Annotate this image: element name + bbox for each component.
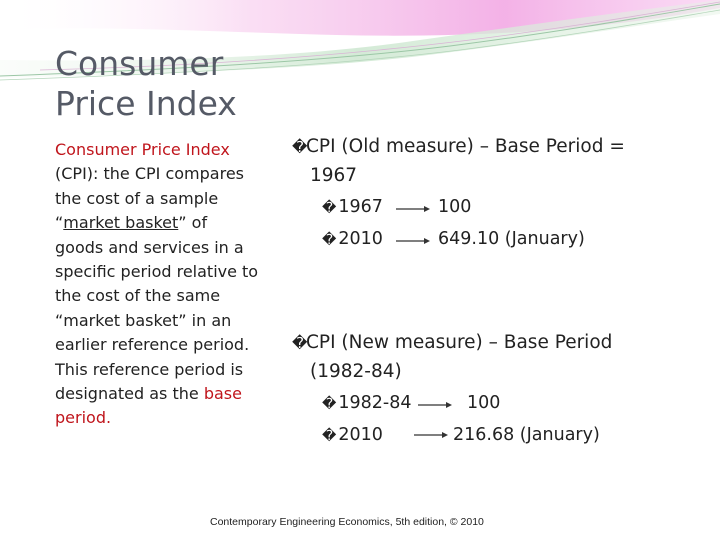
right-arrow-icon — [396, 206, 430, 212]
new-row-value: 216.68 (January) — [453, 425, 600, 445]
old-row-year: 1967 — [338, 197, 383, 217]
definition-line: This reference period is — [55, 359, 244, 379]
right-arrow-icon — [396, 238, 430, 244]
new-row-value: 100 — [467, 393, 501, 413]
bullet-icon: � — [322, 232, 337, 248]
slide-title-line-1: Consumer — [55, 44, 224, 83]
definition-line: earlier reference period. — [55, 335, 250, 355]
old-row-value: 649.10 (January) — [438, 229, 585, 249]
header-swoosh-decoration — [0, 0, 720, 81]
slide-title-line-2: Price Index — [55, 84, 237, 123]
definition-line: “market basket” in an — [55, 310, 232, 330]
right-arrow-icon — [414, 432, 448, 438]
new-measure-heading: �CPI (New measure) – Base Period — [292, 328, 612, 358]
new-row-year: 2010 — [338, 425, 383, 445]
bullet-icon: � — [322, 200, 337, 216]
bullet-icon: � — [292, 334, 308, 352]
old-measure-heading: �CPI (Old measure) – Base Period = — [292, 132, 625, 162]
definition-line: specific period relative to — [55, 262, 259, 282]
open-quote: “ — [55, 213, 64, 233]
definition-line: designated as the base — [55, 382, 280, 406]
old-row-value: 100 — [438, 197, 472, 217]
period-highlight: period. — [55, 408, 112, 428]
definition-line: (CPI): the CPI compares — [55, 164, 245, 184]
old-measure-line-1: CPI (Old measure) – Base Period = — [306, 136, 625, 157]
old-row-1967: � 1967 — [322, 197, 383, 217]
right-arrow-icon — [418, 402, 452, 408]
old-measure-heading-cont: 1967 — [310, 165, 358, 186]
new-measure-line-1: CPI (New measure) – Base Period — [306, 332, 613, 353]
definition-line: the cost of a sample — [55, 188, 219, 208]
new-measure-heading-cont: (1982-84) — [310, 361, 402, 382]
new-row-year: 1982-84 — [338, 393, 412, 413]
new-row-1982-84: � 1982-84 — [322, 393, 411, 413]
new-row-2010: � 2010 — [322, 425, 383, 445]
definition-line: the cost of the same — [55, 286, 221, 306]
bullet-icon: � — [322, 396, 337, 412]
footer-citation: Contemporary Engineering Economics, 5th … — [210, 516, 484, 528]
bullet-icon: � — [322, 428, 337, 444]
slide-title: Consumer Price Index — [55, 44, 237, 124]
base-highlight: base — [203, 384, 242, 404]
definition-line: goods and services in a — [55, 237, 244, 257]
bullet-icon: � — [292, 138, 308, 156]
definition-line: “market basket” of — [55, 211, 280, 235]
old-row-2010: � 2010 — [322, 229, 383, 249]
designated-text: designated as the — [55, 384, 204, 404]
cpi-definition-text: Consumer Price Index (CPI): the CPI comp… — [55, 138, 280, 431]
close-quote-of: ” of — [178, 213, 208, 233]
definition-term: Consumer Price Index — [55, 140, 230, 159]
market-basket-underlined: market basket — [63, 213, 179, 233]
old-row-year: 2010 — [338, 229, 383, 249]
